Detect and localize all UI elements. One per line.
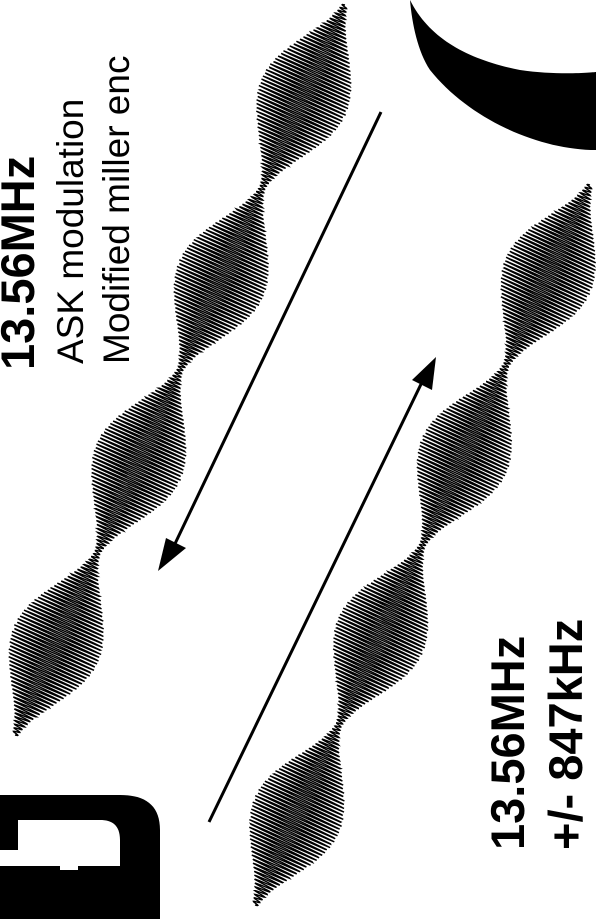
- reader-modulation-label: ASK modulation: [50, 98, 91, 364]
- card-chip-fragment: [0, 795, 160, 919]
- reader-frequency-label: 13.56MHz: [0, 155, 44, 370]
- card-deviation-label: +/- 847kHz: [539, 618, 592, 850]
- reader-to-card-arrow: [158, 111, 383, 571]
- card-frequency-label: 13.56MHz: [481, 635, 534, 850]
- reader-crescent-shape: [410, 0, 596, 150]
- reader-signal-wave: [8, 3, 352, 737]
- reader-encoding-label: Modified miller enc: [96, 55, 137, 364]
- card-signal-wave: [248, 183, 596, 907]
- modulated-carrier-trace: [248, 183, 596, 907]
- modulated-carrier-trace: [8, 3, 352, 737]
- reader-crescent-inner: [450, 0, 596, 47]
- card-to-reader-arrow: [207, 357, 436, 823]
